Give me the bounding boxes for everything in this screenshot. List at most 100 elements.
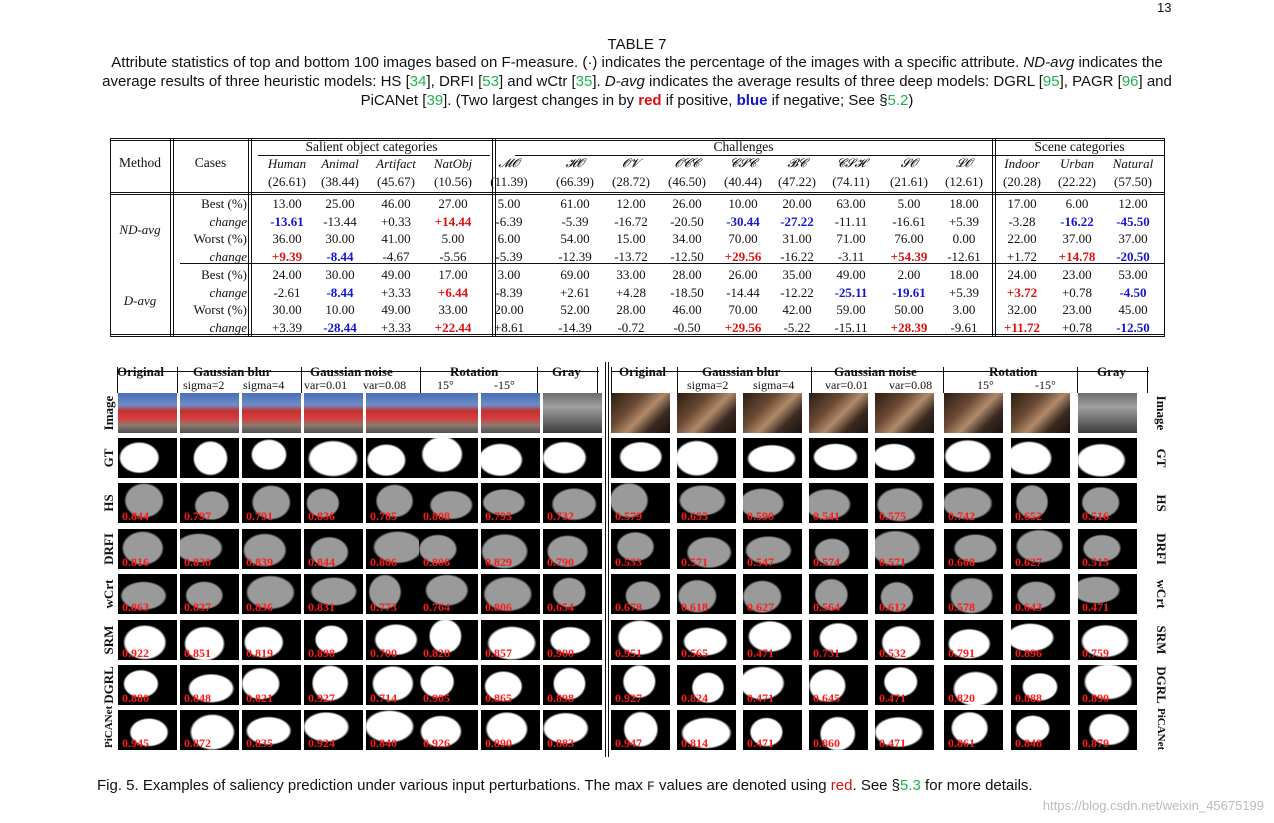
saliency-map: 0.821 (242, 665, 301, 705)
f-value: 0.837 (184, 600, 211, 614)
table-cell: -4.50 (1119, 284, 1147, 300)
table-cell: 23.00 (1062, 267, 1092, 282)
saliency-map: 0.848 (1011, 710, 1070, 750)
header-rule (537, 367, 538, 393)
table-cell: -0.50 (673, 319, 701, 335)
saliency-map: 0.471 (875, 665, 934, 705)
table-rule (110, 336, 1165, 337)
saliency-map: 0.785 (366, 483, 425, 523)
saliency-map: 0.759 (1078, 620, 1137, 660)
table-cell: -28.44 (323, 319, 357, 335)
row-label: DRFI (1154, 533, 1169, 565)
table-cell: -5.39 (495, 248, 523, 264)
saliency-map: 0.764 (419, 574, 478, 614)
saliency-map: 0.791 (242, 483, 301, 523)
table-cell: 53.00 (1118, 267, 1148, 282)
f-value: 0.655 (681, 509, 708, 523)
caption-segment: ] and wCtr [ (498, 73, 576, 90)
table-cell: 5.00 (497, 196, 521, 211)
caption-segment: 95 (1042, 73, 1060, 90)
row-label: wCrt (1154, 579, 1169, 609)
saliency-map: 0.532 (875, 620, 934, 660)
table-cell: 18.00 (949, 196, 979, 211)
caption-segment: ]. (Two largest changes in by (443, 92, 639, 109)
table-cell: 49.00 (836, 267, 866, 282)
f-value: 0.564 (813, 600, 840, 614)
f-value: 0.471 (747, 691, 774, 705)
f-value: 0.844 (308, 555, 335, 569)
table-cell: 6.00 (497, 231, 521, 247)
f-value: 0.924 (308, 736, 335, 750)
header-rule (608, 362, 609, 757)
saliency-map: 0.927 (611, 665, 670, 705)
column-subheader: var=0.01 (304, 378, 348, 392)
table-cell: -12.50 (670, 248, 704, 264)
attribute-name: 𝓒𝓢𝓒 (729, 156, 757, 170)
f-value: 0.860 (813, 736, 840, 750)
table-cell: 70.00 (728, 231, 758, 247)
attribute-name: 𝓞𝓒𝓒 (674, 156, 700, 170)
attribute-percent: (10.56) (434, 174, 472, 189)
attribute-name: 𝓞𝓥 (622, 156, 640, 170)
f-value: 0.829 (485, 555, 512, 569)
input-image (677, 393, 736, 433)
attribute-name: Urban (1060, 156, 1094, 171)
table-cell: 0.00 (952, 231, 976, 247)
caption-segment: ], PAGR [ (1059, 73, 1122, 90)
saliency-map: 0.608 (944, 529, 1003, 569)
saliency-map: 0.839 (242, 529, 301, 569)
saliency-map: 0.795 (481, 483, 540, 523)
saliency-map: 0.773 (366, 574, 425, 614)
table-rule (110, 140, 1165, 141)
table-cell: -8.44 (326, 284, 354, 300)
header-rule (1077, 367, 1078, 393)
table-rule (180, 263, 1165, 264)
saliency-map: 0.898 (543, 665, 602, 705)
attribute-percent: (38.44) (321, 174, 359, 189)
table-rule (515, 155, 995, 156)
ground-truth-map (543, 438, 602, 478)
table-cell: 36.00 (272, 231, 302, 247)
ground-truth-map (180, 438, 239, 478)
f-value: 0.888 (1015, 691, 1042, 705)
attribute-percent: (57.50) (1114, 174, 1152, 189)
saliency-map: 0.790 (543, 529, 602, 569)
header-rule (177, 367, 178, 393)
caption-segment: ]. (592, 73, 605, 90)
table-cell: 34.00 (672, 231, 702, 247)
f-value: 0.471 (879, 691, 906, 705)
caption-segment: 35 (575, 73, 593, 90)
case-label: change (209, 213, 247, 229)
input-image (611, 393, 670, 433)
saliency-map: 0.565 (677, 620, 736, 660)
f-value: 0.947 (615, 736, 642, 750)
f-value: 0.851 (184, 646, 211, 660)
table-cell: 20.00 (782, 196, 812, 211)
caption-segment: 5.3 (900, 777, 921, 794)
f-value: 0.900 (547, 646, 574, 660)
page-number: 13 (1157, 0, 1172, 15)
column-header: Gray (1097, 364, 1126, 379)
f-value: 0.790 (547, 555, 574, 569)
f-value: 0.890 (1082, 691, 1109, 705)
table-rule (995, 138, 996, 336)
saliency-map: 0.515 (1078, 529, 1137, 569)
saliency-map: 0.471 (743, 710, 802, 750)
f-value: 0.857 (485, 646, 512, 660)
row-label: PiCANet (1155, 708, 1167, 751)
saliency-map: 0.731 (809, 620, 868, 660)
f-value: 0.840 (370, 736, 397, 750)
saliency-map: 0.896 (1011, 620, 1070, 660)
attribute-name: Human (267, 156, 307, 171)
caption-segment: if positive, (661, 92, 737, 109)
saliency-map: 0.806 (419, 529, 478, 569)
table-rule (1164, 138, 1165, 336)
table-cell: 23.00 (1062, 302, 1092, 318)
saliency-map: 0.654 (543, 574, 602, 614)
ground-truth-map (242, 438, 301, 478)
attribute-percent: (74.11) (832, 174, 870, 189)
saliency-map: 0.732 (543, 483, 602, 523)
f-value: 0.797 (184, 509, 211, 523)
table-cell: 17.00 (438, 267, 468, 282)
table-rule (110, 138, 1165, 139)
